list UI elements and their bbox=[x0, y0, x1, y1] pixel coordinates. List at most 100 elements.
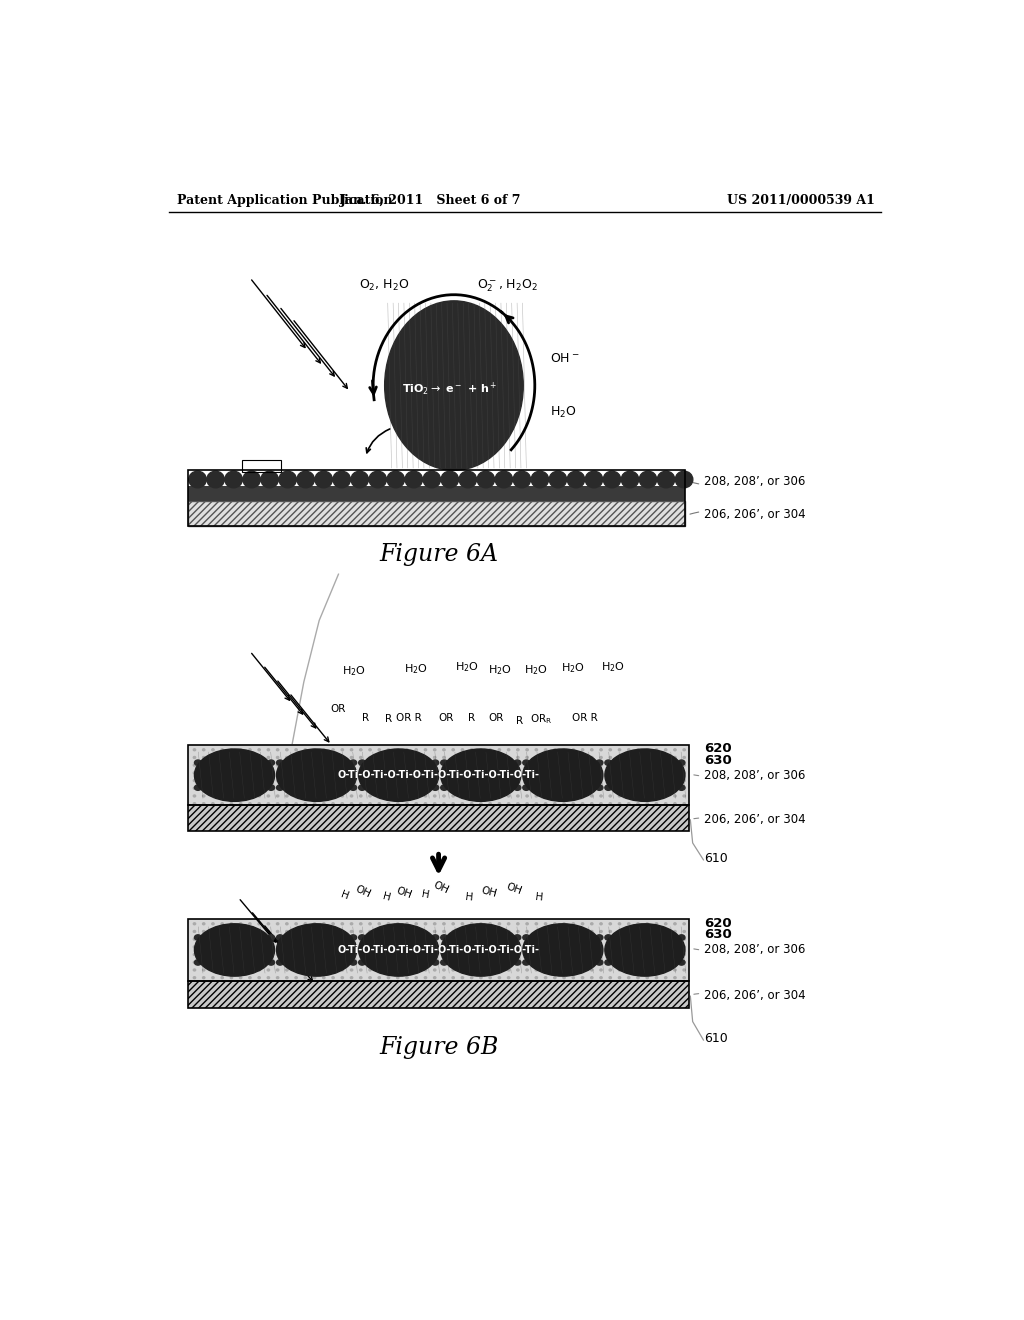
Ellipse shape bbox=[600, 772, 602, 774]
Ellipse shape bbox=[396, 772, 399, 774]
Ellipse shape bbox=[499, 923, 501, 925]
Ellipse shape bbox=[536, 756, 538, 759]
Ellipse shape bbox=[203, 977, 205, 978]
Ellipse shape bbox=[674, 946, 676, 948]
Ellipse shape bbox=[600, 748, 602, 751]
Ellipse shape bbox=[591, 795, 593, 797]
Ellipse shape bbox=[221, 961, 223, 964]
Ellipse shape bbox=[350, 931, 352, 932]
Ellipse shape bbox=[194, 756, 196, 759]
Ellipse shape bbox=[554, 923, 556, 925]
Ellipse shape bbox=[517, 795, 519, 797]
Ellipse shape bbox=[526, 795, 528, 797]
Ellipse shape bbox=[603, 471, 621, 488]
Ellipse shape bbox=[683, 780, 685, 781]
Ellipse shape bbox=[683, 787, 685, 789]
Ellipse shape bbox=[628, 939, 630, 940]
Ellipse shape bbox=[605, 760, 611, 766]
Ellipse shape bbox=[440, 760, 447, 766]
Ellipse shape bbox=[415, 772, 418, 774]
Ellipse shape bbox=[683, 795, 685, 797]
Ellipse shape bbox=[240, 961, 242, 964]
Ellipse shape bbox=[424, 946, 427, 948]
Text: H$_2$O: H$_2$O bbox=[550, 405, 577, 420]
Ellipse shape bbox=[267, 977, 269, 978]
Ellipse shape bbox=[323, 953, 325, 956]
Text: 208, 208’, or 306: 208, 208’, or 306 bbox=[694, 770, 806, 783]
Ellipse shape bbox=[249, 923, 251, 925]
Ellipse shape bbox=[369, 780, 371, 781]
Ellipse shape bbox=[549, 471, 566, 488]
Ellipse shape bbox=[563, 756, 565, 759]
Ellipse shape bbox=[313, 931, 315, 932]
Text: H: H bbox=[381, 891, 391, 903]
Ellipse shape bbox=[415, 939, 418, 940]
Ellipse shape bbox=[415, 803, 418, 805]
Ellipse shape bbox=[618, 780, 621, 781]
Ellipse shape bbox=[350, 795, 352, 797]
Ellipse shape bbox=[637, 772, 639, 774]
Ellipse shape bbox=[240, 803, 242, 805]
Ellipse shape bbox=[433, 764, 436, 766]
Ellipse shape bbox=[596, 785, 603, 791]
Ellipse shape bbox=[286, 780, 288, 781]
Ellipse shape bbox=[517, 961, 519, 964]
Text: OH$^-$: OH$^-$ bbox=[550, 352, 580, 366]
Text: 610: 610 bbox=[705, 851, 728, 865]
Ellipse shape bbox=[433, 923, 436, 925]
Ellipse shape bbox=[258, 953, 260, 956]
Ellipse shape bbox=[332, 803, 334, 805]
Ellipse shape bbox=[572, 969, 574, 972]
Ellipse shape bbox=[499, 764, 501, 766]
Ellipse shape bbox=[332, 764, 334, 766]
Ellipse shape bbox=[359, 953, 361, 956]
Ellipse shape bbox=[609, 764, 611, 766]
Ellipse shape bbox=[655, 803, 657, 805]
Ellipse shape bbox=[276, 923, 279, 925]
Ellipse shape bbox=[323, 961, 325, 964]
Ellipse shape bbox=[369, 756, 371, 759]
Ellipse shape bbox=[387, 756, 390, 759]
Ellipse shape bbox=[461, 946, 464, 948]
Ellipse shape bbox=[637, 795, 639, 797]
Ellipse shape bbox=[424, 795, 427, 797]
Ellipse shape bbox=[313, 969, 315, 972]
Ellipse shape bbox=[194, 969, 196, 972]
Ellipse shape bbox=[432, 760, 438, 766]
Ellipse shape bbox=[470, 969, 473, 972]
Ellipse shape bbox=[249, 748, 251, 751]
Ellipse shape bbox=[591, 780, 593, 781]
Ellipse shape bbox=[424, 756, 427, 759]
Ellipse shape bbox=[295, 931, 297, 932]
Ellipse shape bbox=[554, 953, 556, 956]
Ellipse shape bbox=[369, 969, 371, 972]
Ellipse shape bbox=[276, 780, 279, 781]
Ellipse shape bbox=[221, 772, 223, 774]
Ellipse shape bbox=[387, 969, 390, 972]
Ellipse shape bbox=[499, 931, 501, 932]
Ellipse shape bbox=[433, 748, 436, 751]
Ellipse shape bbox=[517, 939, 519, 940]
Ellipse shape bbox=[683, 931, 685, 932]
Ellipse shape bbox=[203, 953, 205, 956]
Ellipse shape bbox=[582, 772, 584, 774]
Text: R: R bbox=[385, 714, 392, 725]
Ellipse shape bbox=[378, 931, 381, 932]
Ellipse shape bbox=[295, 795, 297, 797]
Ellipse shape bbox=[480, 961, 482, 964]
Ellipse shape bbox=[572, 931, 574, 932]
Ellipse shape bbox=[461, 772, 464, 774]
Ellipse shape bbox=[276, 939, 279, 940]
Ellipse shape bbox=[461, 931, 464, 932]
Ellipse shape bbox=[526, 748, 528, 751]
Ellipse shape bbox=[396, 969, 399, 972]
Ellipse shape bbox=[526, 923, 528, 925]
Ellipse shape bbox=[323, 795, 325, 797]
Ellipse shape bbox=[323, 803, 325, 805]
Ellipse shape bbox=[341, 772, 343, 774]
Ellipse shape bbox=[442, 756, 445, 759]
Ellipse shape bbox=[508, 803, 510, 805]
Ellipse shape bbox=[341, 953, 343, 956]
Ellipse shape bbox=[536, 946, 538, 948]
Ellipse shape bbox=[359, 756, 361, 759]
